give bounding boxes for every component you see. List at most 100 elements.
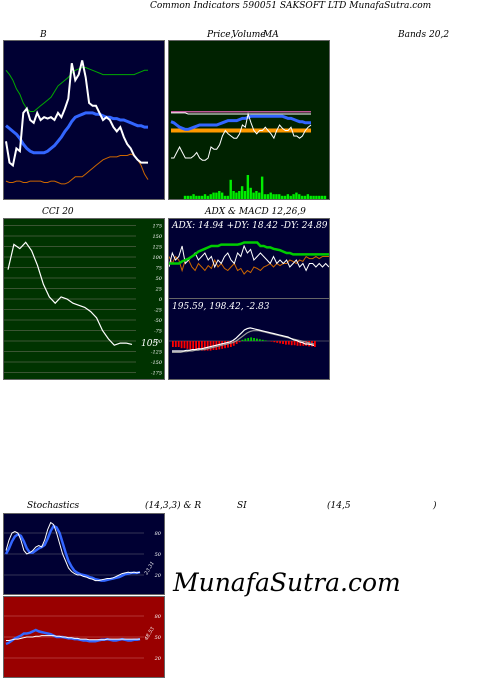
macd-histogram-bar bbox=[299, 341, 302, 346]
macd-values-text: 195.59, 198.42, -2.83 bbox=[172, 302, 270, 312]
rsi-average-line bbox=[6, 635, 140, 641]
macd-histogram-bar bbox=[293, 341, 296, 346]
macd-histogram-bar bbox=[195, 341, 197, 350]
macd-histogram-bar bbox=[189, 341, 192, 350]
adx-svg: ADX: 14.94 +DY: 18.42 -DY: 24.89 bbox=[169, 221, 329, 275]
volume-bar bbox=[232, 191, 235, 199]
cci-line bbox=[7, 241, 133, 346]
volume-bar bbox=[255, 191, 258, 199]
cci-chart: 175 150 125 100 75 50 25 0 -25 -50 -75 -100 -125 -150… bbox=[3, 218, 165, 380]
macd-histogram-bar bbox=[261, 339, 264, 341]
volume-bar bbox=[300, 195, 304, 199]
volume-label: Volume bbox=[232, 30, 266, 40]
volume-bar bbox=[220, 192, 224, 199]
volume-bar bbox=[266, 194, 270, 199]
macd-histogram-bar bbox=[256, 338, 258, 341]
rsi-close-paren: ) bbox=[433, 501, 437, 511]
watermark: MunafaSutra.com bbox=[173, 568, 401, 597]
macd-histogram-bar bbox=[270, 341, 273, 342]
macd-histogram-bar bbox=[250, 337, 253, 341]
volume-bar bbox=[258, 192, 261, 199]
macd-histogram-bar bbox=[273, 341, 276, 343]
macd-histogram-bar bbox=[238, 341, 241, 343]
macd-histogram-bar bbox=[276, 341, 279, 343]
macd-histogram-bar bbox=[241, 339, 244, 341]
volume-bar bbox=[246, 175, 250, 199]
macd-histogram-bar bbox=[183, 341, 186, 349]
volume-bar bbox=[306, 194, 310, 199]
macd-histogram-bar bbox=[180, 341, 183, 349]
rsi-params-label: (14,5 bbox=[327, 501, 351, 511]
volume-bar bbox=[249, 187, 252, 199]
bollinger-label-b: B bbox=[40, 30, 47, 40]
cci-tick-label: -175 bbox=[151, 371, 162, 377]
cci-tick-label: -75 bbox=[154, 329, 162, 335]
macd-histogram-bar bbox=[200, 341, 203, 351]
macd-histogram-bar bbox=[209, 341, 212, 351]
stochastics-label: Stochastics bbox=[27, 501, 80, 511]
cci-tick-label: 100 bbox=[152, 255, 162, 261]
volume-bar bbox=[183, 195, 187, 199]
volume-bar bbox=[240, 186, 244, 199]
volume-bar bbox=[295, 192, 298, 199]
stochastics-params-label: (14,3,3) & R bbox=[145, 501, 202, 511]
cci-tick-label: 25 bbox=[155, 287, 162, 293]
stochastics-d-line bbox=[4, 524, 141, 582]
macd-line bbox=[172, 327, 315, 352]
volume-bar bbox=[215, 192, 218, 199]
volume-bar bbox=[286, 194, 290, 199]
cci-tick-label: -100 bbox=[151, 339, 163, 345]
bb-upper-line bbox=[5, 67, 148, 112]
volume-bar bbox=[195, 195, 198, 199]
cci-tick-label: 50 bbox=[156, 276, 163, 282]
rsi-chart: 80 50 20 48.53 bbox=[3, 596, 165, 678]
volume-bar bbox=[275, 194, 278, 199]
volume-bar bbox=[209, 194, 212, 199]
volume-bar bbox=[289, 195, 292, 199]
minus-di-line bbox=[169, 255, 329, 275]
volume-bar bbox=[323, 195, 327, 199]
macd-histogram-bar bbox=[244, 338, 247, 341]
adx-macd-label: ADX & MACD 12,26,9 bbox=[205, 207, 306, 217]
volume-bar bbox=[243, 191, 247, 199]
pv-price-line bbox=[171, 112, 312, 161]
volume-bar bbox=[263, 194, 267, 199]
price-volume-chart bbox=[168, 40, 330, 200]
macd-histogram-bar bbox=[264, 340, 267, 341]
adx-chart: ADX: 14.94 +DY: 18.42 -DY: 24.89 bbox=[168, 218, 330, 300]
macd-histogram-bar bbox=[172, 341, 174, 347]
volume-bar bbox=[226, 195, 230, 199]
volume-bar bbox=[206, 195, 210, 199]
cci-last-value-label: 105 bbox=[141, 339, 158, 349]
cci-tick-label: 125 bbox=[152, 245, 162, 251]
bands-label: Bands 20,2 bbox=[398, 30, 450, 40]
volume-bar bbox=[189, 195, 192, 199]
macd-histogram-bar bbox=[290, 341, 293, 346]
cci-tick-label: -150 bbox=[151, 360, 163, 366]
ma-blue-line bbox=[170, 114, 311, 131]
bb-lower-line bbox=[5, 153, 149, 185]
ma-white-line bbox=[171, 112, 311, 115]
volume-bar bbox=[198, 195, 201, 199]
rsi-label: SI bbox=[237, 501, 247, 511]
price-label: Price, bbox=[207, 30, 234, 40]
stochastics-tick-label: 20 bbox=[154, 573, 162, 579]
cci-tick-label: 150 bbox=[152, 234, 162, 240]
macd-histogram-bar bbox=[198, 341, 200, 350]
macd-chart: 195.59, 198.42, -2.83 bbox=[168, 298, 330, 380]
macd-histogram-bar bbox=[232, 341, 235, 346]
macd-histogram-bar bbox=[186, 341, 189, 349]
volume-bar bbox=[309, 195, 312, 199]
volume-bar bbox=[229, 179, 232, 199]
volume-bar bbox=[298, 194, 301, 199]
volume-bar bbox=[192, 194, 195, 199]
macd-histogram-bar bbox=[314, 341, 316, 347]
volume-bar bbox=[315, 195, 318, 199]
volume-bar bbox=[203, 194, 207, 199]
macd-histogram-bar bbox=[218, 341, 221, 350]
stochastics-chart: 80 50 20 23.31 bbox=[3, 513, 165, 595]
cci-tick-label: -125 bbox=[151, 350, 162, 356]
macd-svg: 195.59, 198.42, -2.83 bbox=[169, 302, 329, 353]
adx-line bbox=[169, 241, 329, 265]
